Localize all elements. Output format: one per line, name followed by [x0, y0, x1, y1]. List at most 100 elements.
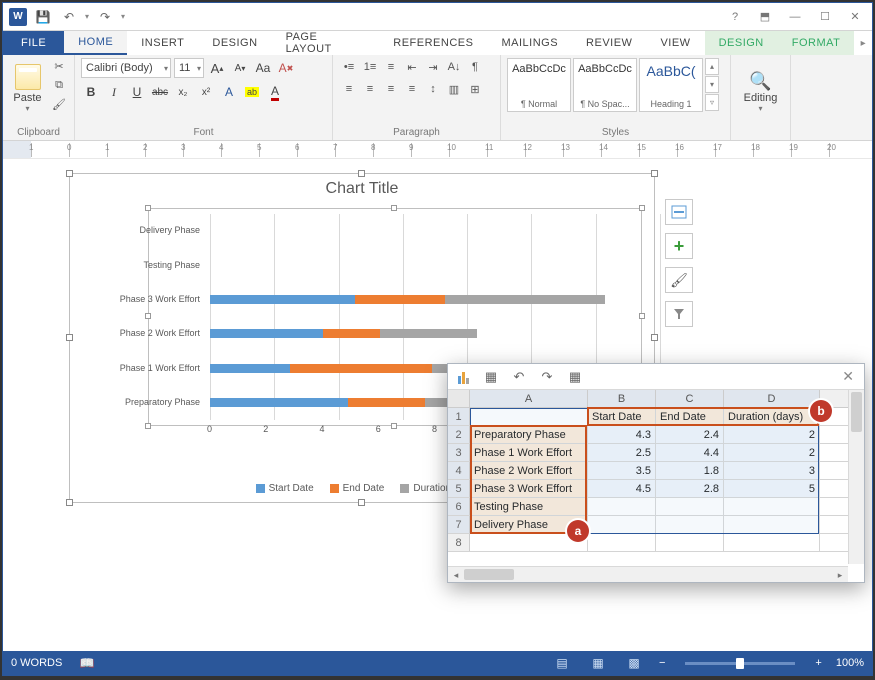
word-count[interactable]: 0 WORDS	[11, 657, 62, 669]
italic-button[interactable]: I	[104, 82, 124, 102]
superscript-button[interactable]: x²	[196, 82, 216, 102]
row-header[interactable]: 8	[448, 534, 470, 551]
copy-button[interactable]: ⧉	[50, 77, 68, 93]
styles-expand[interactable]: ▿	[705, 94, 719, 111]
cell[interactable]: 1.8	[656, 462, 724, 479]
highlight-button[interactable]: ab	[242, 82, 262, 102]
sort-button[interactable]: A↓	[444, 58, 464, 76]
chart-style-button[interactable]: 🖌	[665, 267, 693, 293]
style-heading1[interactable]: AaBbC( Heading 1	[639, 58, 703, 112]
zoom-in-button[interactable]: +	[815, 657, 821, 669]
tab-view[interactable]: VIEW	[646, 31, 704, 55]
align-center-button[interactable]: ≡	[360, 80, 380, 98]
cell[interactable]: Phase 1 Work Effort	[470, 444, 588, 461]
cell[interactable]	[656, 498, 724, 515]
zoom-out-button[interactable]: −	[659, 657, 665, 669]
cell[interactable]	[656, 516, 724, 533]
bar-segment[interactable]	[290, 364, 431, 373]
view-read-button[interactable]: ▤	[551, 654, 573, 672]
tab-references[interactable]: REFERENCES	[379, 31, 487, 55]
cell[interactable]: 2	[724, 426, 820, 443]
tab-chart-format[interactable]: FORMAT	[778, 31, 855, 55]
bar-segment[interactable]	[210, 398, 348, 407]
tab-scroll-right[interactable]: ▸	[854, 31, 872, 55]
align-left-button[interactable]: ≡	[339, 80, 359, 98]
chart-add-element-button[interactable]: +	[665, 233, 693, 259]
cell[interactable]: 3	[724, 462, 820, 479]
qat-undo-menu[interactable]: ▾	[85, 12, 89, 21]
row-header[interactable]: 7	[448, 516, 470, 533]
grow-font-button[interactable]: A▴	[207, 58, 227, 78]
decrease-indent-button[interactable]: ⇤	[402, 58, 422, 76]
sheet-row[interactable]: 5 Phase 3 Work Effort 4.5 2.8 5	[448, 480, 864, 498]
cell[interactable]	[470, 408, 588, 425]
bar-segment[interactable]	[210, 364, 290, 373]
col-header-b[interactable]: B	[588, 390, 656, 407]
bar-segment[interactable]	[323, 329, 381, 338]
cell[interactable]	[656, 534, 724, 551]
shrink-font-button[interactable]: A▾	[230, 58, 250, 78]
cell[interactable]	[724, 516, 820, 533]
cell[interactable]: Phase 3 Work Effort	[470, 480, 588, 497]
legend-item[interactable]: End Date	[330, 483, 385, 494]
format-painter-button[interactable]: 🖌	[50, 96, 68, 112]
resize-handle[interactable]	[358, 170, 365, 177]
row-header[interactable]: 3	[448, 444, 470, 461]
qat-save-button[interactable]: 💾	[33, 7, 53, 27]
col-header-c[interactable]: C	[656, 390, 724, 407]
chart-data-sheet[interactable]: ▦ ↶ ↷ ▦ ✕ A B C D 1 Start Dat	[447, 363, 865, 583]
sheet-undo-button[interactable]: ↶	[510, 368, 528, 386]
close-button[interactable]: ✕	[842, 7, 868, 27]
cell[interactable]: 4.3	[588, 426, 656, 443]
legend-item[interactable]: Start Date	[256, 483, 314, 494]
sheet-close-button[interactable]: ✕	[838, 368, 858, 385]
bar-segment[interactable]	[355, 295, 445, 304]
row-header[interactable]: 6	[448, 498, 470, 515]
row-header[interactable]: 2	[448, 426, 470, 443]
subscript-button[interactable]: x₂	[173, 82, 193, 102]
bar-segment[interactable]	[210, 295, 355, 304]
sheet-hscroll[interactable]: ◂▸	[448, 566, 848, 582]
tab-chart-design[interactable]: DESIGN	[705, 31, 778, 55]
chart-type-icon[interactable]	[454, 368, 472, 386]
editing-menu[interactable]: 🔍 Editing ▾	[737, 62, 784, 122]
styles-scroll-down[interactable]: ▾	[705, 76, 719, 93]
view-print-button[interactable]: ▦	[587, 654, 609, 672]
cell[interactable]: 4.4	[656, 444, 724, 461]
ribbon-display-button[interactable]: ⬒	[752, 7, 778, 27]
zoom-slider-thumb[interactable]	[736, 658, 744, 669]
change-case-button[interactable]: Aa	[253, 58, 273, 78]
style-no-spacing[interactable]: AaBbCcDc ¶ No Spac...	[573, 58, 637, 112]
sheet-redo-button[interactable]: ↷	[538, 368, 556, 386]
chart-layout-button[interactable]	[665, 199, 693, 225]
cell[interactable]: Start Date	[588, 408, 656, 425]
font-size-select[interactable]: 11	[174, 58, 204, 78]
cell[interactable]	[588, 516, 656, 533]
minimize-button[interactable]: —	[782, 7, 808, 27]
row-header[interactable]: 4	[448, 462, 470, 479]
view-web-button[interactable]: ▩	[623, 654, 645, 672]
font-name-select[interactable]: Calibri (Body)	[81, 58, 171, 78]
tab-review[interactable]: REVIEW	[572, 31, 646, 55]
tab-file[interactable]: FILE	[3, 31, 64, 55]
chart-title[interactable]: Chart Title	[70, 174, 654, 202]
tab-design[interactable]: DESIGN	[198, 31, 271, 55]
tab-mailings[interactable]: MAILINGS	[487, 31, 572, 55]
line-spacing-button[interactable]: ↕	[423, 80, 443, 98]
sheet-row[interactable]: 1 Start Date End Date Duration (days)	[448, 408, 864, 426]
resize-handle[interactable]	[66, 499, 73, 506]
document-area[interactable]: Chart Title Delivery PhaseTesting PhaseP…	[3, 159, 872, 651]
cell[interactable]: Duration (days)	[724, 408, 820, 425]
tab-insert[interactable]: INSERT	[127, 31, 198, 55]
cell[interactable]: 2	[724, 444, 820, 461]
strike-button[interactable]: abc	[150, 82, 170, 102]
underline-button[interactable]: U	[127, 82, 147, 102]
font-color-button[interactable]: A	[265, 82, 285, 102]
zoom-level[interactable]: 100%	[836, 657, 864, 669]
resize-handle[interactable]	[651, 170, 658, 177]
row-header[interactable]: 5	[448, 480, 470, 497]
cell[interactable]	[724, 498, 820, 515]
resize-handle[interactable]	[358, 499, 365, 506]
bar-segment[interactable]	[348, 398, 425, 407]
borders-button[interactable]: ⊞	[465, 80, 485, 98]
